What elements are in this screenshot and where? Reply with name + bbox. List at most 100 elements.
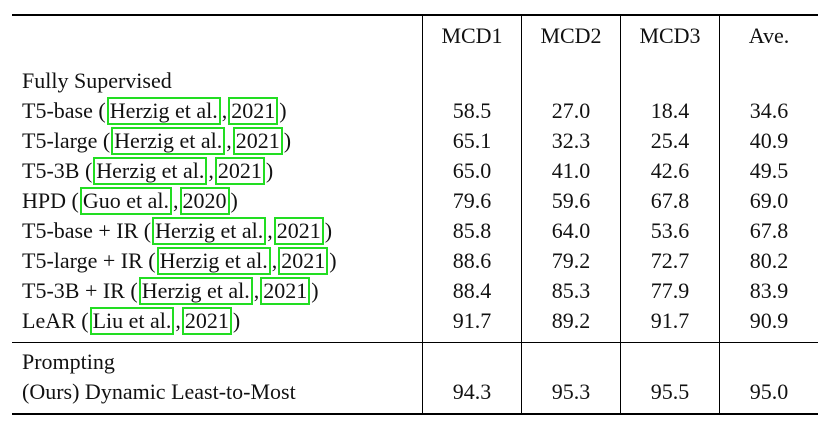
value-cell-ave: 40.9	[719, 126, 818, 156]
value-cell-ave: 83.9	[719, 276, 818, 306]
col-header-ave: Ave.	[719, 14, 818, 56]
value-cell-mcd3: 95.5	[620, 377, 720, 415]
citation-year-link[interactable]: 2021	[273, 217, 324, 245]
table-row: LeAR (Liu et al., 2021) 91.7 89.2 91.7 90.9	[12, 306, 818, 343]
value-cell-mcd2: 85.3	[521, 276, 621, 306]
method-cell: T5-base + IR (Herzig et al., 2021)	[22, 217, 333, 245]
value-cell-mcd1: 85.8	[422, 216, 522, 246]
value-cell-mcd2: 95.3	[521, 377, 621, 415]
value-cell-mcd3: 67.8	[620, 186, 720, 216]
table-row: (Ours) Dynamic Least-to-Most 94.3 95.3 95.5…	[12, 377, 818, 415]
method-name: T5-large + IR	[22, 248, 143, 273]
value-cell-mcd3: 18.4	[620, 96, 720, 126]
method-column-header	[12, 14, 423, 56]
value-cell-mcd2: 89.2	[521, 306, 621, 343]
method-cell: T5-3B (Herzig et al., 2021)	[22, 157, 274, 185]
section-header-row: Fully Supervised	[12, 56, 818, 96]
table-row: T5-base (Herzig et al., 2021) 58.5 27.0 18.4…	[12, 96, 818, 126]
value-cell-mcd1: 65.0	[422, 156, 522, 186]
method-name: LeAR	[22, 308, 76, 333]
value-cell-mcd2: 32.3	[521, 126, 621, 156]
method-name: T5-base	[22, 98, 93, 123]
method-name: T5-large	[22, 128, 98, 153]
section-header-spacer	[620, 342, 720, 377]
section-header-spacer	[422, 342, 522, 377]
method-cell: T5-3B + IR (Herzig et al., 2021)	[22, 277, 319, 305]
section-header-spacer	[719, 342, 818, 377]
method-cell: HPD (Guo et al., 2020)	[22, 187, 238, 215]
value-cell-mcd1: 94.3	[422, 377, 522, 415]
value-cell-mcd3: 77.9	[620, 276, 720, 306]
section-title: Prompting	[12, 342, 423, 377]
citation-year-link[interactable]: 2021	[232, 127, 283, 155]
section-header-spacer	[719, 56, 818, 96]
value-cell-mcd2: 41.0	[521, 156, 621, 186]
section-header-spacer	[521, 342, 621, 377]
value-cell-mcd2: 64.0	[521, 216, 621, 246]
citation-year-link[interactable]: 2021	[260, 277, 311, 305]
value-cell-mcd1: 91.7	[422, 306, 522, 343]
value-cell-mcd3: 25.4	[620, 126, 720, 156]
method-cell: T5-large + IR (Herzig et al., 2021)	[22, 247, 337, 275]
col-header-mcd2: MCD2	[521, 14, 621, 56]
value-cell-ave: 34.6	[719, 96, 818, 126]
table-row: T5-large (Herzig et al., 2021) 65.1 32.3 25.…	[12, 126, 818, 156]
method-cell: LeAR (Liu et al., 2021)	[22, 307, 241, 335]
value-cell-mcd1: 88.4	[422, 276, 522, 306]
table-row: T5-3B (Herzig et al., 2021) 65.0 41.0 42.6 49…	[12, 156, 818, 186]
citation-author-link[interactable]: Herzig et al.	[156, 247, 271, 275]
results-table: MCD1 MCD2 MCD3 Ave. Fully Supervised T5-b…	[12, 14, 818, 415]
value-cell-ave: 80.2	[719, 246, 818, 276]
value-cell-mcd3: 72.7	[620, 246, 720, 276]
col-header-mcd3: MCD3	[620, 14, 720, 56]
col-header-mcd1: MCD1	[422, 14, 522, 56]
method-name: (Ours) Dynamic Least-to-Most	[22, 379, 296, 404]
citation-author-link[interactable]: Herzig et al.	[138, 277, 253, 305]
value-cell-ave: 90.9	[719, 306, 818, 343]
method-name: T5-3B	[22, 158, 80, 183]
value-cell-mcd3: 42.6	[620, 156, 720, 186]
table-row: T5-base + IR (Herzig et al., 2021) 85.8 64.…	[12, 216, 818, 246]
citation-author-link[interactable]: Herzig et al.	[152, 217, 267, 245]
method-name: T5-3B + IR	[22, 278, 125, 303]
citation-year-link[interactable]: 2020	[179, 187, 230, 215]
value-cell-mcd3: 91.7	[620, 306, 720, 343]
value-cell-ave: 67.8	[719, 216, 818, 246]
section-title: Fully Supervised	[22, 68, 172, 93]
value-cell-mcd1: 88.6	[422, 246, 522, 276]
value-cell-ave: 69.0	[719, 186, 818, 216]
citation-author-link[interactable]: Guo et al.	[79, 187, 172, 215]
citation-year-link[interactable]: 2021	[214, 157, 265, 185]
value-cell-mcd3: 53.6	[620, 216, 720, 246]
value-cell-ave: 95.0	[719, 377, 818, 415]
value-cell-mcd2: 27.0	[521, 96, 621, 126]
value-cell-mcd1: 79.6	[422, 186, 522, 216]
method-name: HPD	[22, 188, 67, 213]
method-cell: T5-base (Herzig et al., 2021)	[22, 97, 287, 125]
table-body: Fully Supervised T5-base (Herzig et al., 2…	[12, 56, 818, 415]
value-cell-mcd1: 58.5	[422, 96, 522, 126]
value-cell-mcd1: 65.1	[422, 126, 522, 156]
header-row: MCD1 MCD2 MCD3 Ave.	[12, 14, 818, 56]
section-header-spacer	[422, 56, 522, 96]
table-row: T5-3B + IR (Herzig et al., 2021) 88.4 85.3 7…	[12, 276, 818, 306]
citation-author-link[interactable]: Herzig et al.	[93, 157, 208, 185]
method-cell: (Ours) Dynamic Least-to-Most	[12, 377, 423, 415]
table-row: T5-large + IR (Herzig et al., 2021) 88.6 79…	[12, 246, 818, 276]
citation-year-link[interactable]: 2021	[278, 247, 329, 275]
table-row: HPD (Guo et al., 2020) 79.6 59.6 67.8 69.0	[12, 186, 818, 216]
value-cell-mcd2: 79.2	[521, 246, 621, 276]
section-header-spacer	[521, 56, 621, 96]
value-cell-ave: 49.5	[719, 156, 818, 186]
citation-year-link[interactable]: 2021	[228, 97, 279, 125]
value-cell-mcd2: 59.6	[521, 186, 621, 216]
section-header-spacer	[620, 56, 720, 96]
method-name: T5-base + IR	[22, 218, 139, 243]
citation-year-link[interactable]: 2021	[181, 307, 232, 335]
citation-author-link[interactable]: Liu et al.	[89, 307, 175, 335]
citation-author-link[interactable]: Herzig et al.	[106, 97, 221, 125]
citation-author-link[interactable]: Herzig et al.	[111, 127, 226, 155]
section-header-row: Prompting	[12, 342, 818, 377]
method-cell: T5-large (Herzig et al., 2021)	[22, 127, 292, 155]
